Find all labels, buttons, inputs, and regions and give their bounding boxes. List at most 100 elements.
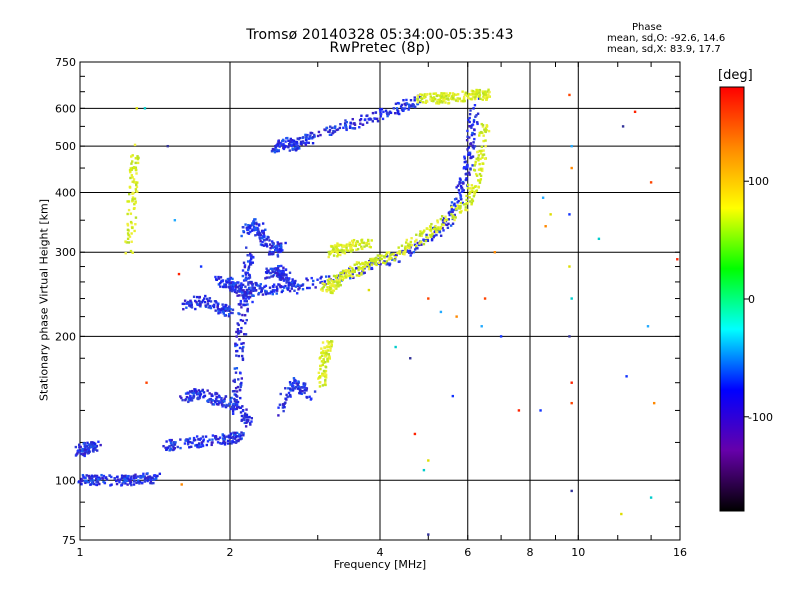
o-trace-point bbox=[225, 435, 229, 438]
o-trace-point bbox=[379, 109, 382, 113]
o-trace-point bbox=[242, 303, 245, 306]
o-trace-point bbox=[229, 440, 232, 443]
x-trace-point bbox=[362, 241, 365, 244]
x-trace-point bbox=[357, 268, 360, 272]
x-trace-point bbox=[129, 170, 132, 174]
o-trace-point bbox=[469, 156, 472, 160]
o-trace-point bbox=[243, 421, 246, 425]
o-trace-point bbox=[309, 131, 312, 135]
x-trace-point bbox=[486, 94, 490, 97]
x-trace-point bbox=[320, 351, 323, 355]
o-trace-point bbox=[287, 142, 291, 146]
o-trace-point bbox=[344, 124, 347, 127]
o-trace-point bbox=[99, 443, 102, 447]
o-trace-point bbox=[189, 299, 192, 303]
x-trace-point bbox=[332, 248, 335, 251]
o-trace-point bbox=[240, 419, 243, 422]
o-trace-point bbox=[221, 303, 224, 306]
o-trace-point bbox=[304, 386, 307, 390]
o-trace-point bbox=[92, 450, 95, 453]
o-trace-point bbox=[217, 400, 220, 403]
o-trace-point bbox=[407, 108, 410, 111]
o-trace-point bbox=[249, 259, 252, 263]
noise-point bbox=[621, 125, 625, 128]
o-trace-point bbox=[245, 413, 249, 417]
o-trace-point bbox=[285, 280, 288, 284]
noise-point bbox=[493, 251, 497, 254]
o-trace-point bbox=[284, 401, 287, 404]
o-trace-point bbox=[170, 444, 173, 447]
o-trace-point bbox=[476, 121, 479, 124]
o-trace-point bbox=[311, 283, 315, 286]
o-trace-point bbox=[363, 118, 367, 122]
o-trace-point bbox=[229, 289, 232, 292]
o-trace-point bbox=[94, 442, 97, 446]
x-trace-point bbox=[408, 246, 411, 250]
o-trace-point bbox=[229, 436, 232, 439]
o-trace-point bbox=[243, 293, 247, 296]
o-trace-point bbox=[248, 263, 252, 266]
x-trace-point bbox=[132, 178, 136, 181]
o-trace-point bbox=[197, 299, 201, 303]
o-trace-point bbox=[470, 133, 474, 137]
o-trace-point bbox=[225, 307, 229, 310]
o-trace-point bbox=[291, 384, 294, 387]
o-trace-point bbox=[239, 318, 243, 322]
x-trace-point bbox=[475, 189, 479, 192]
o-trace-point bbox=[84, 448, 87, 451]
o-trace-point bbox=[204, 305, 208, 308]
o-trace-point bbox=[376, 120, 380, 123]
x-trace-point bbox=[325, 349, 328, 353]
x-trace-point bbox=[126, 228, 130, 232]
x-trace-point bbox=[327, 342, 330, 346]
o-trace-point bbox=[254, 226, 257, 229]
x-trace-point bbox=[351, 267, 354, 270]
o-trace-point bbox=[268, 239, 271, 242]
o-trace-point bbox=[269, 267, 272, 271]
o-trace-point bbox=[250, 417, 254, 420]
x-trace-point bbox=[128, 169, 132, 172]
o-trace-point bbox=[179, 446, 182, 450]
o-trace-point bbox=[189, 305, 192, 308]
o-trace-point bbox=[126, 477, 130, 480]
x-trace-point bbox=[400, 244, 404, 247]
o-trace-point bbox=[92, 479, 95, 482]
x-trace-point bbox=[416, 97, 420, 100]
o-trace-point bbox=[133, 480, 136, 483]
o-trace-point bbox=[381, 117, 385, 121]
x-trace-point bbox=[365, 244, 368, 247]
o-trace-point bbox=[239, 302, 242, 305]
o-trace-point bbox=[158, 472, 162, 476]
o-trace-point bbox=[236, 329, 240, 333]
o-trace-point bbox=[240, 285, 244, 289]
o-trace-point bbox=[262, 232, 266, 235]
o-trace-point bbox=[102, 480, 105, 483]
o-trace-point bbox=[467, 151, 471, 155]
o-trace-point bbox=[471, 155, 475, 158]
x-trace-point bbox=[436, 227, 439, 231]
o-trace-point bbox=[237, 303, 241, 306]
x-trace-point bbox=[474, 97, 477, 100]
x-trace-point bbox=[349, 265, 352, 269]
o-trace-point bbox=[472, 141, 475, 144]
o-trace-point bbox=[229, 434, 232, 438]
o-trace-point bbox=[461, 190, 464, 193]
o-trace-point bbox=[352, 276, 355, 280]
o-trace-point bbox=[240, 282, 243, 285]
o-trace-point bbox=[240, 381, 243, 385]
noise-point bbox=[646, 325, 650, 328]
o-trace-point bbox=[230, 405, 234, 409]
o-trace-point bbox=[139, 476, 142, 479]
x-trace-point bbox=[468, 191, 472, 194]
o-trace-point bbox=[358, 272, 361, 275]
o-trace-point bbox=[172, 447, 175, 451]
o-trace-point bbox=[342, 126, 345, 130]
o-trace-point bbox=[97, 477, 100, 481]
o-trace-point bbox=[287, 387, 290, 390]
x-trace-point bbox=[329, 291, 333, 294]
x-trace-point bbox=[426, 236, 430, 240]
o-trace-point bbox=[261, 243, 264, 247]
o-trace-point bbox=[130, 475, 133, 478]
o-trace-point bbox=[236, 332, 240, 335]
o-trace-point bbox=[456, 201, 459, 204]
